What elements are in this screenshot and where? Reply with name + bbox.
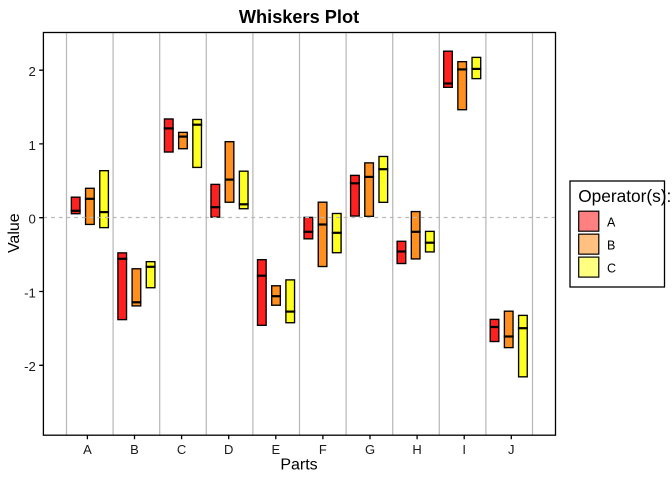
svg-text:Whiskers Plot: Whiskers Plot <box>239 7 359 27</box>
svg-text:E: E <box>271 442 280 457</box>
svg-text:A: A <box>83 442 92 457</box>
svg-text:I: I <box>462 442 466 457</box>
svg-text:1: 1 <box>28 138 35 153</box>
svg-text:-2: -2 <box>24 359 36 374</box>
svg-text:C: C <box>177 442 186 457</box>
svg-text:F: F <box>319 442 327 457</box>
svg-text:H: H <box>412 442 421 457</box>
svg-text:D: D <box>224 442 233 457</box>
svg-text:B: B <box>130 442 139 457</box>
svg-text:G: G <box>365 442 375 457</box>
svg-text:J: J <box>508 442 515 457</box>
svg-text:Parts: Parts <box>280 457 317 474</box>
svg-text:Operator(s):: Operator(s): <box>578 186 671 206</box>
svg-text:B: B <box>607 239 615 253</box>
svg-text:C: C <box>607 262 616 276</box>
svg-text:A: A <box>607 216 616 230</box>
svg-text:0: 0 <box>28 212 35 227</box>
svg-text:2: 2 <box>28 64 35 79</box>
svg-text:Value: Value <box>6 213 23 253</box>
svg-text:-1: -1 <box>24 285 36 300</box>
